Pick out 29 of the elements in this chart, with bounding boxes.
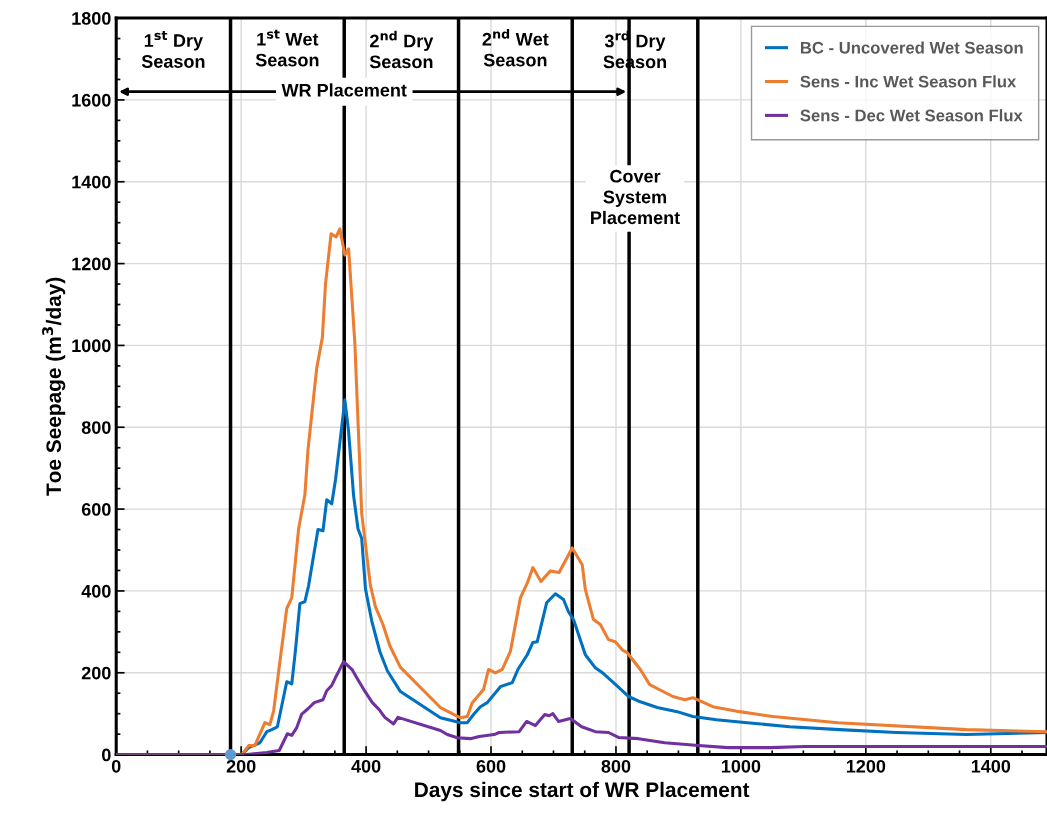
y-tick-label: 1400: [72, 175, 111, 189]
legend-label: BC - Uncovered Wet Season: [800, 41, 1023, 54]
y-tick-label: 200: [81, 666, 111, 680]
annotation: Cover System Placement: [591, 169, 680, 225]
legend-label: Sens - Dec Wet Season Flux: [800, 109, 1023, 122]
x-tick-label: 600: [476, 759, 506, 773]
y-tick-label: 1600: [72, 93, 111, 107]
y-axis-title: Toe Seepage (m$^{3}$/day): [42, 277, 66, 496]
y-tick-label: 1200: [72, 257, 111, 271]
y-tick-label: 0: [102, 748, 111, 762]
x-axis-title: Days since start of WR Placement: [415, 781, 750, 802]
y-tick-label: 400: [81, 584, 111, 598]
annotation: 2$^{nd}$ Dry Season: [369, 30, 434, 69]
x-tick-label: 800: [601, 759, 631, 773]
y-tick-label: 1800: [72, 12, 111, 25]
x-tick-label: 400: [351, 759, 381, 773]
annotation: 2$^{nd}$ Wet Season: [482, 28, 549, 67]
y-tick-label: 600: [81, 503, 111, 516]
x-tick-label: 200: [226, 759, 256, 773]
legend-label: Sens - Inc Wet Season Flux: [800, 75, 1017, 88]
annotation: WR Placement: [281, 83, 407, 97]
annotation: 1$^{st}$ Dry Season: [141, 31, 205, 68]
x-tick-label: 1400: [971, 759, 1011, 773]
y-tick-label: 800: [81, 421, 111, 434]
x-tick-label: 1200: [846, 759, 886, 773]
annotation: 1$^{st}$ Wet Season: [255, 29, 319, 67]
x-tick-label: 1000: [721, 759, 761, 773]
x-tick-label: 0: [111, 759, 121, 773]
y-tick-label: 1000: [72, 339, 111, 353]
